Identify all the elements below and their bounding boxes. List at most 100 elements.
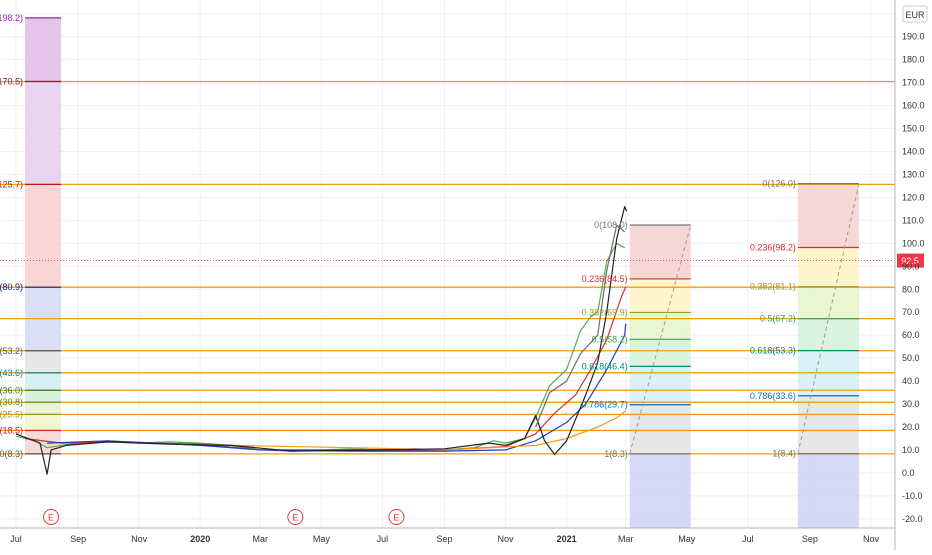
fib-mid-zone xyxy=(629,312,691,340)
fib-right-level-label: 0.618(53.3) xyxy=(750,346,796,356)
last-price-label: 92.5 xyxy=(901,256,919,266)
y-tick-label: 180.0 xyxy=(902,55,925,65)
earnings-event-marker[interactable]: E xyxy=(43,509,60,525)
y-tick-label: 130.0 xyxy=(902,169,925,179)
series-line xyxy=(15,206,628,475)
fib-levels-layer xyxy=(25,17,859,455)
fib-left-zone xyxy=(25,81,62,185)
fib-left-zone xyxy=(25,372,62,391)
x-tick-label: May xyxy=(313,534,331,544)
y-tick-label: 170.0 xyxy=(902,78,925,88)
fib-right-level-label: 0(126.0) xyxy=(762,179,796,189)
fib-right-zone xyxy=(797,395,859,454)
y-tick-label: 20.0 xyxy=(902,422,920,432)
currency-label: EUR xyxy=(905,10,925,20)
y-tick-label: 30.0 xyxy=(902,399,920,409)
series-line xyxy=(231,410,627,451)
fib-right-level-label: 0.5(67.2) xyxy=(760,314,796,324)
fib-labels-layer: 4.236(198.2) 3.618(170.5) 2.618(125.7) 1.61… xyxy=(0,13,796,459)
fib-left-level-label: 0(8.3) xyxy=(0,449,23,459)
fib-left-zone xyxy=(25,390,62,403)
fib-left-zone xyxy=(25,402,62,415)
fib-left-level-label: 0.618(36.0) xyxy=(0,385,23,395)
projection-line xyxy=(629,224,692,454)
event-circle xyxy=(287,509,304,525)
x-tick-label: Sep xyxy=(70,534,86,544)
fib-left-zone xyxy=(25,17,62,82)
fib-mid-level-label: 0.618(46.4) xyxy=(582,361,628,371)
x-tick-label: Jul xyxy=(742,534,754,544)
fib-left-level-label: 2.618(125.7) xyxy=(0,179,23,189)
fib-left-zone xyxy=(25,430,62,454)
fib-left-zone xyxy=(25,350,62,373)
y-tick-label: 110.0 xyxy=(902,215,924,225)
x-tick-label: 2021 xyxy=(557,534,577,544)
fib-left-level-label: 0.5(30.8) xyxy=(0,397,23,407)
y-tick-label: 150.0 xyxy=(902,124,925,134)
x-tick-label: May xyxy=(678,534,696,544)
series-line xyxy=(47,323,627,452)
fib-left-level-label: 3.618(170.5) xyxy=(0,76,23,86)
y-tick-label: 50.0 xyxy=(902,353,920,363)
last-price-tag xyxy=(897,253,924,268)
chart-background xyxy=(0,0,895,530)
fib-left-zone xyxy=(25,414,62,431)
x-tick-label: Sep xyxy=(802,534,818,544)
fib-right-level-label: 0.236(98.2) xyxy=(750,242,796,252)
horizontal-lines-layer xyxy=(0,80,895,455)
fib-mid-level-label: 1(8.3) xyxy=(604,449,628,459)
y-tick-label: 40.0 xyxy=(902,376,920,386)
y-tick-label: 60.0 xyxy=(902,330,920,340)
event-label: E xyxy=(393,513,399,523)
fib-mid-level-label: 0(108.0) xyxy=(594,220,628,230)
earnings-event-marker[interactable]: E xyxy=(287,509,304,525)
fib-right-zone xyxy=(797,247,859,287)
fib-mid-zone xyxy=(629,404,691,454)
y-tick-label: 160.0 xyxy=(902,101,925,111)
y-tick-label: -10.0 xyxy=(902,491,923,501)
earnings-event-marker[interactable]: E xyxy=(388,509,405,525)
x-tick-label: Nov xyxy=(498,534,515,544)
fib-left-level-label: 4.236(198.2) xyxy=(0,13,23,23)
fib-right-level-label: 1(8.4) xyxy=(772,449,796,459)
y-tick-label: 80.0 xyxy=(902,284,920,294)
event-circle xyxy=(43,509,60,525)
fib-right-zone xyxy=(797,183,859,248)
x-tick-label: Sep xyxy=(436,534,452,544)
y-tick-label: 190.0 xyxy=(902,32,925,42)
x-tick-label: Nov xyxy=(131,534,148,544)
y-tick-label: 70.0 xyxy=(902,307,920,317)
x-tick-label: Mar xyxy=(253,534,269,544)
fib-left-level-label: 1(53.2) xyxy=(0,346,23,356)
fib-mid-zone xyxy=(629,278,691,313)
x-tick-label: 2020 xyxy=(190,534,210,544)
last-price-layer: 92.5 xyxy=(0,253,924,268)
fib-left-level-label: 1.618(80.9) xyxy=(0,282,23,292)
fib-mid-zone xyxy=(629,224,691,279)
fib-right-level-label: 0.786(33.6) xyxy=(750,391,796,401)
fib-right-zone xyxy=(797,286,859,319)
x-tick-label: Jul xyxy=(10,534,22,544)
fib-mid-zone xyxy=(629,366,691,405)
fib-right-level-label: 0.382(81.1) xyxy=(750,282,796,292)
y-tick-label: 0.0 xyxy=(902,468,915,478)
event-label: E xyxy=(292,513,298,523)
x-tick-label: Mar xyxy=(618,534,634,544)
series-layer xyxy=(15,206,628,475)
fib-mid-level-label: 0.5(58.2) xyxy=(592,334,628,344)
currency-badge[interactable]: EUR xyxy=(902,5,928,23)
fib-mid-zone xyxy=(629,339,691,367)
fib-left-level-label: 0.382(25.5) xyxy=(0,409,23,419)
fib-right-zone xyxy=(797,453,859,528)
y-tick-label: -20.0 xyxy=(902,514,923,524)
fib-left-zone xyxy=(25,184,62,288)
fib-right-zone xyxy=(797,318,859,351)
fib-mid-level-label: 0.382(69.9) xyxy=(582,307,628,317)
x-tick-label: Nov xyxy=(863,534,880,544)
fib-mid-level-label: 0.786(29.7) xyxy=(582,400,628,410)
fib-left-level-label: 0.236(18.5) xyxy=(0,425,23,435)
